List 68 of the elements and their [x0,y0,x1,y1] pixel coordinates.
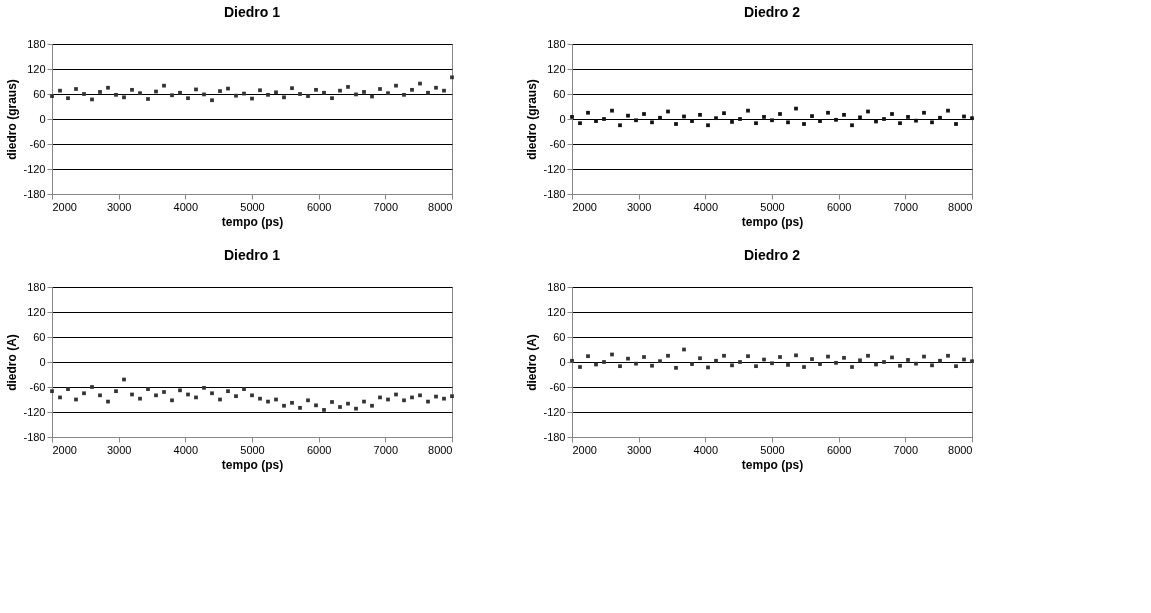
x-tick-label: 3000 [106,443,132,456]
y-tick-label: 60 [33,330,46,343]
chart-title: Diedro 1 [223,247,281,263]
x-tick-label: 8000 [948,443,973,456]
y-tick-label: -180 [23,187,46,200]
y-tick-label: -60 [549,380,566,393]
y-tick-label: -120 [543,162,566,175]
y-tick-label: 120 [547,62,566,75]
chart-title: Diedro 2 [743,247,801,263]
x-tick-label: 2000 [52,200,77,213]
x-tick-label: 7000 [373,443,399,456]
chart-title: Diedro 1 [223,4,281,20]
x-tick-label: 5000 [240,200,265,213]
x-tick-label: 2000 [572,443,597,456]
x-tick-label: 8000 [428,443,453,456]
x-tick-label: 6000 [306,443,332,456]
y-tick-label: -120 [23,162,46,175]
x-tick-label: 6000 [306,200,332,213]
x-tick-label: 8000 [428,200,453,213]
y-tick-label: 120 [547,305,566,318]
x-axis-title: tempo (ps) [741,457,804,472]
y-tick-label: 120 [27,305,46,318]
y-tick-label: -180 [543,430,566,443]
y-tick-label: 0 [559,112,566,125]
y-tick-label: 60 [33,87,46,100]
y-tick-label: 0 [39,355,46,368]
x-tick-label: 5000 [240,443,265,456]
y-axis-title: diedro (A) [5,334,20,391]
x-tick-label: 4000 [693,443,719,456]
y-tick-label: -180 [23,430,46,443]
y-tick-label: 0 [39,112,46,125]
y-tick-label: 180 [547,37,566,50]
x-tick-label: 8000 [948,200,973,213]
x-tick-label: 6000 [826,443,852,456]
y-tick-label: 180 [27,37,46,50]
x-tick-label: 5000 [760,443,785,456]
x-tick-label: 3000 [106,200,132,213]
y-tick-label: 120 [27,62,46,75]
x-axis-title: tempo (ps) [221,214,284,229]
y-tick-label: -120 [23,405,46,418]
y-tick-label: 0 [559,355,566,368]
chart-title: Diedro 2 [743,4,801,20]
y-axis-title: diedro (A) [525,334,540,391]
y-tick-label: -180 [543,187,566,200]
x-tick-label: 5000 [760,200,785,213]
x-tick-label: 7000 [893,443,919,456]
y-tick-label: 60 [553,87,566,100]
y-tick-label: -60 [29,380,46,393]
x-tick-label: 6000 [826,200,852,213]
y-tick-label: 60 [553,330,566,343]
y-axis-title: diedro (graus) [525,79,540,160]
x-tick-label: 7000 [373,200,399,213]
y-tick-label: 180 [27,280,46,293]
y-tick-label: -60 [549,137,566,150]
y-tick-label: 180 [547,280,566,293]
x-axis-title: tempo (ps) [741,214,804,229]
x-tick-label: 3000 [626,200,652,213]
x-tick-label: 3000 [626,443,652,456]
y-tick-label: -120 [543,405,566,418]
y-tick-label: -60 [29,137,46,150]
x-tick-label: 4000 [173,443,199,456]
x-tick-label: 2000 [572,200,597,213]
y-axis-title: diedro (graus) [5,79,20,160]
x-tick-label: 7000 [893,200,919,213]
x-tick-label: 4000 [173,200,199,213]
x-axis-title: tempo (ps) [221,457,284,472]
x-tick-label: 2000 [52,443,77,456]
x-tick-label: 4000 [693,200,719,213]
